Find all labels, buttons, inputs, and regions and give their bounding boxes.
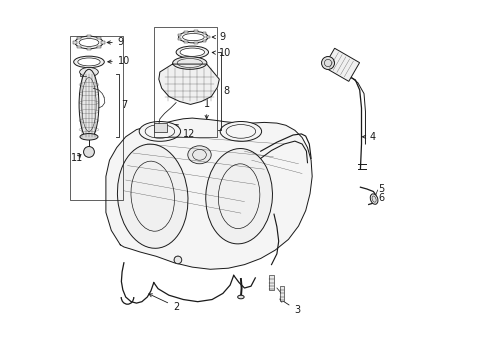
Text: 10: 10 — [212, 48, 231, 58]
Text: 12: 12 — [175, 125, 195, 139]
Bar — [269, 275, 273, 290]
FancyBboxPatch shape — [153, 123, 166, 132]
Ellipse shape — [80, 68, 98, 77]
Bar — [87, 48, 91, 50]
Text: 10: 10 — [107, 56, 130, 66]
Ellipse shape — [205, 149, 272, 244]
Text: 3: 3 — [280, 299, 300, 315]
Bar — [97, 37, 101, 39]
Text: 9: 9 — [107, 37, 123, 48]
Ellipse shape — [117, 144, 187, 248]
Bar — [177, 34, 181, 36]
Bar — [280, 286, 284, 301]
Ellipse shape — [220, 122, 261, 141]
Bar — [203, 40, 206, 42]
Text: 7: 7 — [121, 100, 127, 111]
Text: 2: 2 — [148, 294, 179, 312]
Ellipse shape — [187, 146, 211, 164]
Bar — [184, 31, 187, 33]
Bar — [101, 41, 104, 44]
Ellipse shape — [78, 58, 100, 66]
Ellipse shape — [176, 46, 208, 58]
Ellipse shape — [79, 69, 99, 139]
Polygon shape — [106, 118, 311, 269]
Bar — [77, 37, 81, 39]
Bar — [73, 41, 77, 44]
Ellipse shape — [178, 31, 208, 43]
Ellipse shape — [139, 122, 180, 141]
Ellipse shape — [182, 33, 204, 41]
Text: 5: 5 — [378, 184, 384, 194]
Circle shape — [321, 57, 334, 69]
Polygon shape — [159, 64, 219, 104]
Ellipse shape — [80, 134, 98, 140]
Text: 8: 8 — [223, 86, 228, 96]
Bar — [177, 38, 181, 40]
Ellipse shape — [237, 295, 244, 299]
Polygon shape — [323, 48, 359, 81]
Text: 9: 9 — [212, 32, 225, 42]
Ellipse shape — [79, 39, 99, 46]
Text: 4: 4 — [362, 132, 375, 142]
Bar — [203, 32, 206, 35]
Circle shape — [83, 147, 94, 157]
Ellipse shape — [172, 57, 206, 69]
Ellipse shape — [174, 256, 182, 264]
Ellipse shape — [180, 48, 204, 56]
Bar — [206, 36, 209, 38]
Bar — [153, 27, 216, 137]
Bar — [194, 30, 197, 32]
Bar — [184, 41, 187, 43]
Text: 11: 11 — [71, 153, 83, 163]
Bar — [77, 46, 81, 48]
Bar — [194, 42, 197, 44]
Ellipse shape — [75, 36, 103, 49]
Text: 1: 1 — [203, 99, 209, 119]
Bar — [97, 46, 101, 48]
Bar — [87, 35, 91, 37]
Ellipse shape — [369, 194, 377, 204]
Ellipse shape — [74, 56, 104, 68]
Text: 6: 6 — [378, 193, 384, 203]
Bar — [70, 36, 123, 200]
